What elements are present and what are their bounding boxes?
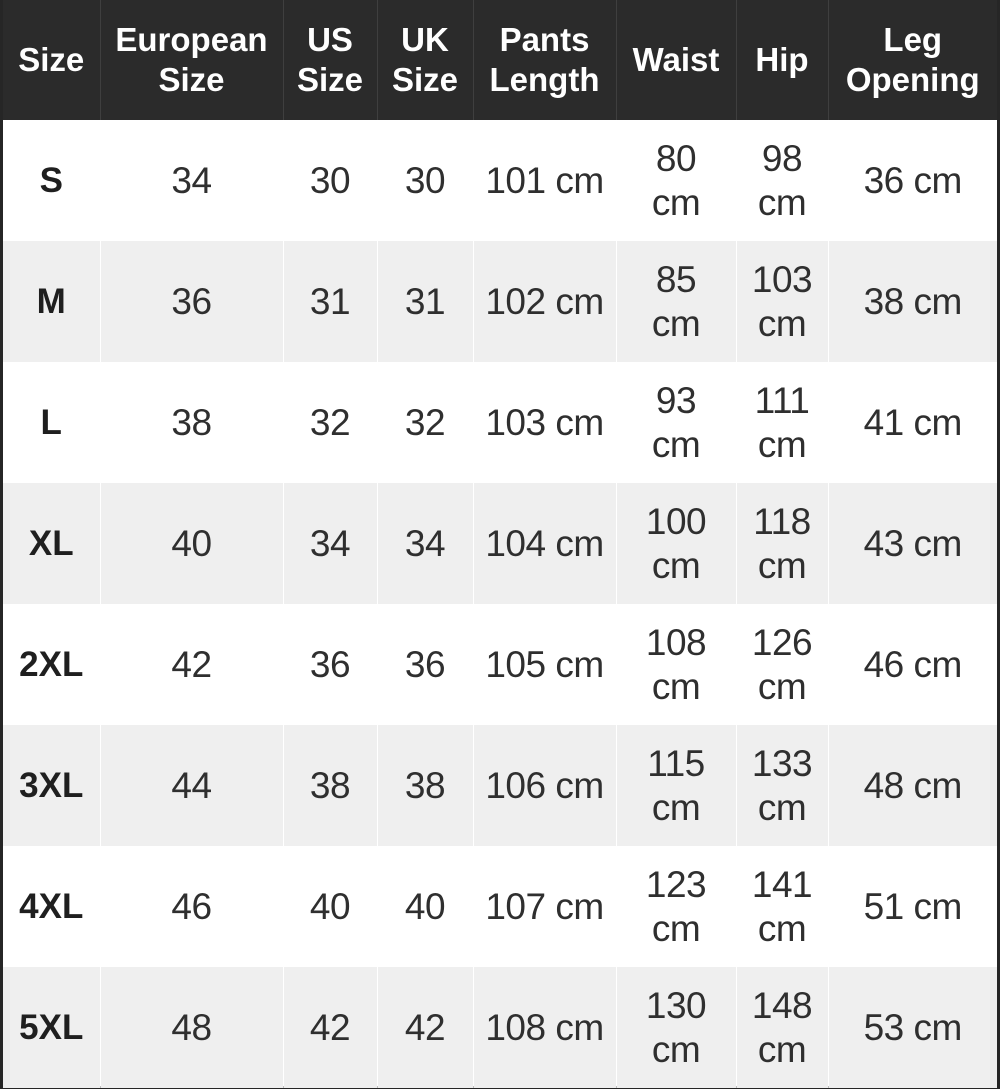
european-size-cell: 36	[99, 241, 283, 362]
pants-length-cell: 108 cm	[472, 967, 616, 1088]
european-size-cell: 46	[99, 846, 283, 967]
hip-cell: 133 cm	[735, 725, 828, 846]
european-size-cell: 38	[99, 362, 283, 483]
column-header-european: European Size	[99, 0, 283, 120]
waist-cell: 80 cm	[615, 120, 736, 241]
column-header-pants-length: Pants Length	[472, 0, 616, 120]
leg-opening-cell: 41 cm	[827, 362, 997, 483]
us-size-cell: 32	[282, 362, 377, 483]
us-size-cell: 34	[282, 483, 377, 604]
table-body: S 34 30 30 101 cm 80 cm 98 cm 36 cm M 36…	[3, 120, 997, 1088]
size-cell: S	[3, 120, 100, 241]
pants-length-cell: 103 cm	[472, 362, 616, 483]
uk-size-cell: 40	[376, 846, 473, 967]
leg-opening-cell: 38 cm	[827, 241, 997, 362]
table-row-m: M 36 31 31 102 cm 85 cm 103 cm 38 cm	[3, 241, 997, 362]
waist-cell: 123 cm	[615, 846, 736, 967]
column-header-uk: UK Size	[376, 0, 473, 120]
uk-size-cell: 32	[376, 362, 473, 483]
hip-cell: 118 cm	[735, 483, 828, 604]
hip-cell: 111 cm	[735, 362, 828, 483]
table-header: Size European Size US Size UK Size Pants…	[3, 0, 997, 120]
pants-length-cell: 107 cm	[472, 846, 616, 967]
uk-size-cell: 36	[376, 604, 473, 725]
waist-cell: 108 cm	[615, 604, 736, 725]
pants-length-cell: 101 cm	[472, 120, 616, 241]
us-size-cell: 36	[282, 604, 377, 725]
leg-opening-cell: 51 cm	[827, 846, 997, 967]
column-header-hip: Hip	[735, 0, 828, 120]
size-chart-table: Size European Size US Size UK Size Pants…	[3, 0, 997, 1088]
column-header-size: Size	[3, 0, 100, 120]
size-cell: XL	[3, 483, 100, 604]
pants-length-cell: 106 cm	[472, 725, 616, 846]
leg-opening-cell: 43 cm	[827, 483, 997, 604]
us-size-cell: 42	[282, 967, 377, 1088]
table-row-5xl: 5XL 48 42 42 108 cm 130 cm 148 cm 53 cm	[3, 967, 997, 1088]
column-header-waist: Waist	[615, 0, 736, 120]
uk-size-cell: 42	[376, 967, 473, 1088]
table-row-4xl: 4XL 46 40 40 107 cm 123 cm 141 cm 51 cm	[3, 846, 997, 967]
header-row: Size European Size US Size UK Size Pants…	[3, 0, 997, 120]
pants-length-cell: 105 cm	[472, 604, 616, 725]
european-size-cell: 42	[99, 604, 283, 725]
table-row-xl: XL 40 34 34 104 cm 100 cm 118 cm 43 cm	[3, 483, 997, 604]
size-cell: 5XL	[3, 967, 100, 1088]
pants-length-cell: 102 cm	[472, 241, 616, 362]
table-row-l: L 38 32 32 103 cm 93 cm 111 cm 41 cm	[3, 362, 997, 483]
waist-cell: 100 cm	[615, 483, 736, 604]
hip-cell: 148 cm	[735, 967, 828, 1088]
table-row-2xl: 2XL 42 36 36 105 cm 108 cm 126 cm 46 cm	[3, 604, 997, 725]
waist-cell: 85 cm	[615, 241, 736, 362]
leg-opening-cell: 53 cm	[827, 967, 997, 1088]
european-size-cell: 40	[99, 483, 283, 604]
us-size-cell: 31	[282, 241, 377, 362]
hip-cell: 126 cm	[735, 604, 828, 725]
column-header-us: US Size	[282, 0, 377, 120]
us-size-cell: 40	[282, 846, 377, 967]
size-cell: 3XL	[3, 725, 100, 846]
table-row-s: S 34 30 30 101 cm 80 cm 98 cm 36 cm	[3, 120, 997, 241]
column-header-leg-opening: Leg Opening	[827, 0, 997, 120]
hip-cell: 98 cm	[735, 120, 828, 241]
us-size-cell: 30	[282, 120, 377, 241]
uk-size-cell: 38	[376, 725, 473, 846]
table-row-3xl: 3XL 44 38 38 106 cm 115 cm 133 cm 48 cm	[3, 725, 997, 846]
hip-cell: 141 cm	[735, 846, 828, 967]
european-size-cell: 44	[99, 725, 283, 846]
european-size-cell: 34	[99, 120, 283, 241]
waist-cell: 93 cm	[615, 362, 736, 483]
waist-cell: 130 cm	[615, 967, 736, 1088]
pants-length-cell: 104 cm	[472, 483, 616, 604]
size-cell: L	[3, 362, 100, 483]
uk-size-cell: 34	[376, 483, 473, 604]
waist-cell: 115 cm	[615, 725, 736, 846]
size-cell: 4XL	[3, 846, 100, 967]
uk-size-cell: 31	[376, 241, 473, 362]
leg-opening-cell: 48 cm	[827, 725, 997, 846]
size-cell: 2XL	[3, 604, 100, 725]
leg-opening-cell: 36 cm	[827, 120, 997, 241]
us-size-cell: 38	[282, 725, 377, 846]
leg-opening-cell: 46 cm	[827, 604, 997, 725]
uk-size-cell: 30	[376, 120, 473, 241]
hip-cell: 103 cm	[735, 241, 828, 362]
size-cell: M	[3, 241, 100, 362]
european-size-cell: 48	[99, 967, 283, 1088]
